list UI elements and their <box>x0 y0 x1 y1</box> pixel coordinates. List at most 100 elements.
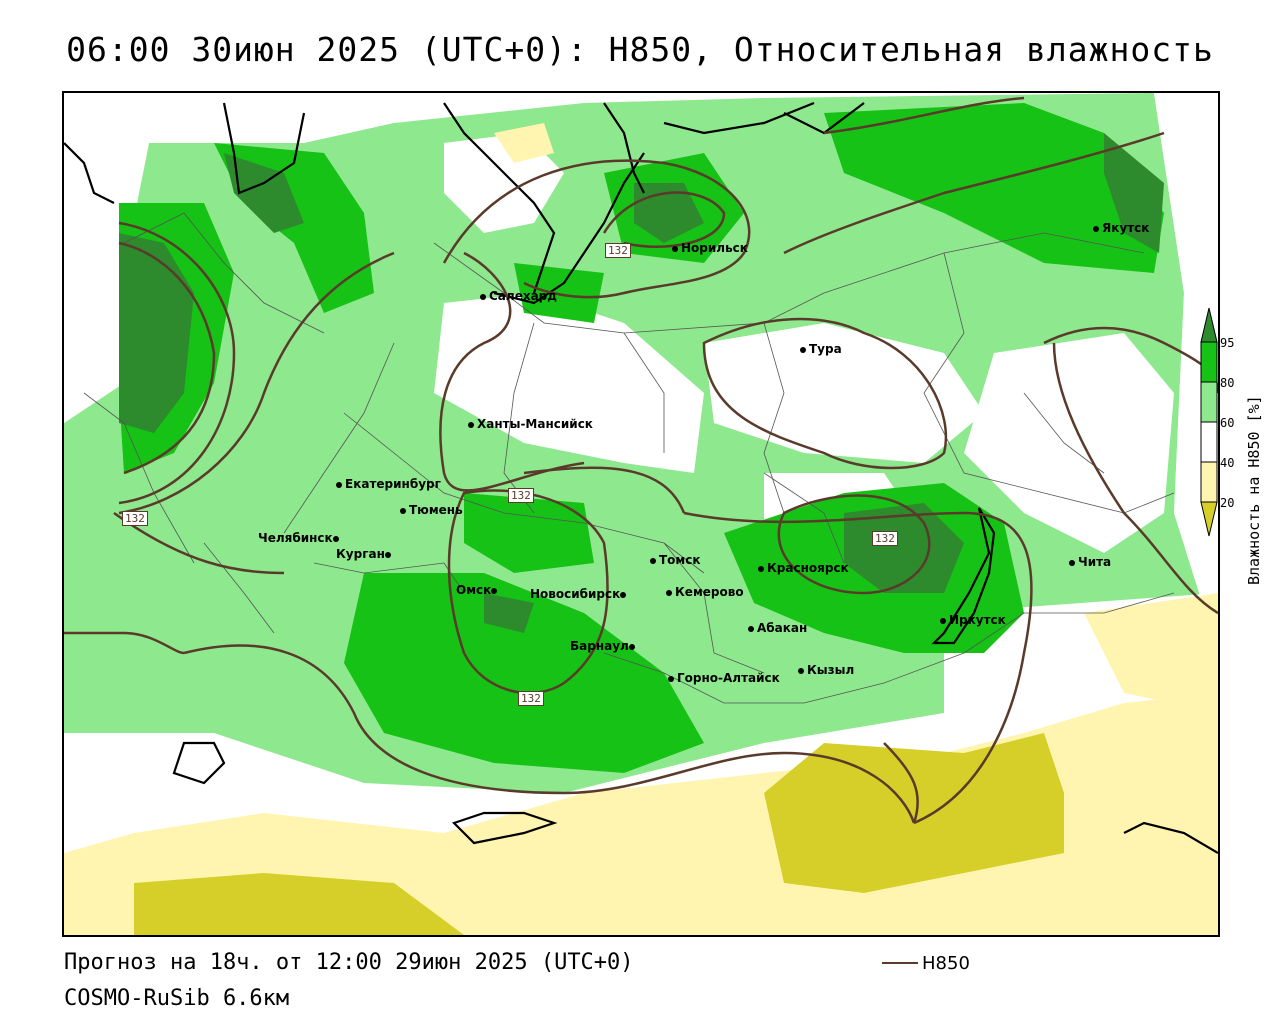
city-kemerovo: Кемерово <box>666 585 744 599</box>
city-yekaterinburg: Екатеринбург <box>336 477 441 491</box>
contour-label: 132 <box>605 243 631 258</box>
city-label: Кызыл <box>807 663 855 677</box>
city-label: Якутск <box>1102 221 1150 235</box>
yellow-area <box>764 733 1064 893</box>
city-dot <box>1093 225 1099 232</box>
city-label: Кемерово <box>675 585 744 599</box>
city-novosibirsk: Новосибирск <box>530 587 629 601</box>
h850-line-label: H850 <box>922 953 970 974</box>
green-area <box>824 103 1164 273</box>
city-label: Чита <box>1078 555 1112 569</box>
city-gorno-altaysk: Горно-Алтайск <box>668 671 780 685</box>
city-dot <box>620 591 627 598</box>
city-dot <box>800 346 806 353</box>
white-area <box>434 293 704 473</box>
city-chelyabinsk: Челябинск <box>258 531 342 545</box>
city-dot <box>758 565 764 572</box>
city-dot <box>384 551 391 558</box>
city-norilsk: Норильск <box>672 241 748 255</box>
contour-label: 132 <box>872 531 898 546</box>
city-label: Екатеринбург <box>345 477 441 491</box>
city-label: Тура <box>809 342 842 356</box>
city-dot <box>468 421 474 428</box>
city-dot <box>480 293 486 300</box>
yellow-area <box>134 873 464 935</box>
city-dot <box>798 667 804 674</box>
city-label: Омск <box>456 583 492 597</box>
legend-tick: 20 <box>1220 496 1235 510</box>
dark-green-area <box>634 183 704 243</box>
city-yakutsk: Якутск <box>1093 221 1149 235</box>
city-dot <box>332 535 339 542</box>
map-title: 06:00 30июн 2025 (UTC+0): H850, Относите… <box>66 30 1214 69</box>
city-krasnoyarsk: Красноярск <box>758 561 849 575</box>
city-label: Челябинск <box>258 531 333 545</box>
dark-green-area <box>484 593 534 633</box>
legend-seg-40-60 <box>1200 421 1218 463</box>
weather-map: 132 132 132 132 132 Якутск Норильск Сале… <box>62 91 1220 937</box>
dark-green-area <box>844 503 964 593</box>
city-label: Горно-Алтайск <box>677 671 780 685</box>
city-label: Тюмень <box>409 503 463 517</box>
coastlines <box>64 101 1218 854</box>
green-area <box>464 493 594 573</box>
humidity-field <box>64 93 1218 935</box>
legend-seg-60-80 <box>1200 381 1218 423</box>
city-barnaul: Барнаул <box>570 639 638 653</box>
legend-tick: 95 <box>1220 336 1235 350</box>
legend-seg-below20 <box>1200 501 1218 537</box>
city-dot <box>940 617 946 624</box>
legend-seg-80-95 <box>1200 341 1218 383</box>
city-label: Томск <box>659 553 701 567</box>
city-irkutsk: Иркутск <box>940 613 1006 627</box>
white-area <box>1154 93 1218 653</box>
legend-colorbar <box>1200 307 1218 537</box>
city-dot <box>668 675 674 682</box>
city-label: Новосибирск <box>530 587 621 601</box>
legend-seg-20-40 <box>1200 461 1218 503</box>
city-label: Курган <box>336 547 385 561</box>
city-kyzyl: Кызыл <box>798 663 854 677</box>
city-label: Иркутск <box>949 613 1006 627</box>
model-info: COSMO-RuSib 6.6км <box>64 986 290 1011</box>
contour-label: 132 <box>508 488 534 503</box>
city-tyumen: Тюмень <box>400 503 463 517</box>
city-label: Красноярск <box>767 561 849 575</box>
city-dot <box>666 589 672 596</box>
city-dot <box>1069 559 1075 566</box>
contour-label: 132 <box>518 691 544 706</box>
forecast-info: Прогноз на 18ч. от 12:00 29июн 2025 (UTC… <box>64 950 634 975</box>
city-label: Ханты-Мансийск <box>477 417 593 431</box>
legend-seg-above95 <box>1200 307 1218 343</box>
city-kurgan: Курган <box>336 547 394 561</box>
white-area <box>64 93 149 423</box>
city-dot <box>628 643 635 650</box>
city-dot <box>400 507 406 514</box>
city-dot <box>650 557 656 564</box>
contour-label: 132 <box>122 511 148 526</box>
pale-yellow-area <box>1084 593 1218 713</box>
city-abakan: Абакан <box>748 621 807 635</box>
city-label: Норильск <box>681 241 748 255</box>
city-dot <box>336 481 342 488</box>
legend-tick: 80 <box>1220 376 1235 390</box>
white-area <box>964 333 1174 553</box>
city-omsk: Омск <box>456 583 500 597</box>
h850-line-sample <box>882 962 918 964</box>
city-label: Барнаул <box>570 639 629 653</box>
dark-green-area <box>1104 133 1164 253</box>
city-salekhard: Салехард <box>480 289 557 303</box>
city-khanty-mansiysk: Ханты-Мансийск <box>468 417 593 431</box>
city-label: Салехард <box>489 289 557 303</box>
green-area <box>344 573 704 773</box>
city-tura: Тура <box>800 342 842 356</box>
city-chita: Чита <box>1069 555 1111 569</box>
city-dot <box>672 245 678 252</box>
city-dot <box>748 625 754 632</box>
pale-yellow-area <box>494 123 554 163</box>
legend-tick: 60 <box>1220 416 1235 430</box>
city-tomsk: Томск <box>650 553 701 567</box>
dark-green-area <box>119 233 194 433</box>
legend-tick: 40 <box>1220 456 1235 470</box>
h850-contours <box>64 96 1218 825</box>
